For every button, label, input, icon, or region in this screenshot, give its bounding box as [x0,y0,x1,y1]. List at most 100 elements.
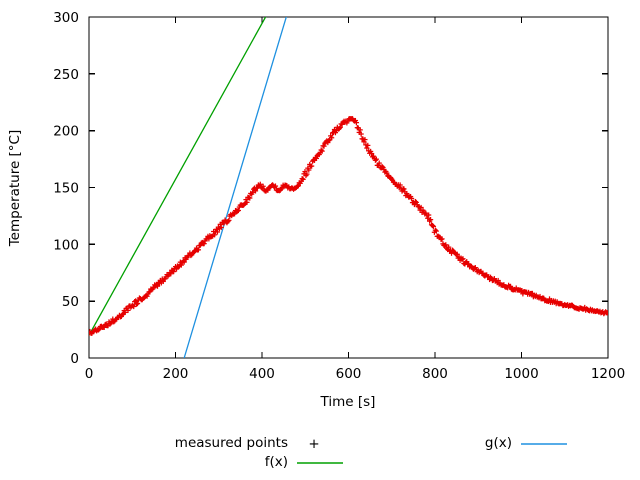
data-point-marker [260,183,266,189]
data-point-marker [358,131,364,137]
data-point-marker [507,283,514,289]
data-point-marker [188,252,194,259]
data-point-marker [131,303,137,310]
data-point-marker [247,195,253,201]
data-point-marker [95,327,102,333]
data-point-marker [257,181,263,187]
data-point-marker [353,120,359,126]
data-point-marker [178,262,184,268]
data-point-marker [426,212,432,218]
data-point-marker [211,232,218,238]
data-point-marker [408,195,415,202]
data-point-marker [214,229,221,235]
data-point-marker [122,309,128,316]
y-tick-label: 100 [53,237,79,253]
data-point-marker [368,150,375,157]
data-point-marker [372,157,379,163]
x-tick-label: 400 [249,366,275,382]
data-point-marker [384,170,390,176]
data-point-marker [379,163,385,170]
legend-label-measured-points: measured points [175,435,288,451]
data-point-marker [401,186,407,192]
data-point-marker [443,242,449,248]
chart-legend: measured points + f(x) g(x) [175,435,567,470]
data-point-marker [319,148,325,154]
y-tick-label: 250 [53,67,79,83]
data-point-marker [459,256,465,263]
data-point-marker [433,228,439,234]
data-point-marker [107,321,113,327]
data-point-marker [326,137,332,144]
data-point-marker [300,176,306,183]
data-point-marker [430,223,437,229]
data-point-marker [226,217,232,223]
data-point-marker [427,217,434,223]
series-f-curve [89,17,267,336]
data-point-marker [454,251,460,257]
data-point-marker [168,271,174,277]
data-point-marker [252,188,259,194]
y-axis-label: Temperature [°C] [7,130,23,248]
data-point-marker [446,244,452,250]
x-tick-label: 1000 [504,366,538,382]
data-point-marker [313,155,320,162]
series-g-curve [183,17,287,358]
data-point-marker [101,324,107,330]
data-point-marker [119,312,125,318]
data-point-marker [272,183,279,189]
data-point-marker [329,135,335,141]
legend-label-f: f(x) [265,454,288,470]
x-axis-label: Time [s] [320,394,376,410]
data-point-marker [181,259,187,265]
x-tick-labels: 0 200 400 600 800 1000 1200 [85,366,625,382]
data-point-marker [321,143,327,149]
data-point-marker [418,204,424,211]
data-point-marker [397,182,403,188]
x-tick-label: 1200 [591,366,625,382]
data-point-marker [337,124,343,131]
y-tick-labels: 0 50 100 150 200 250 300 [53,10,79,367]
data-point-marker [201,241,207,247]
x-tick-label: 200 [163,366,189,382]
y-tick-label: 0 [70,351,79,367]
data-point-marker [364,145,370,151]
legend-label-g: g(x) [485,435,512,451]
data-point-marker [373,156,379,162]
y-tick-label: 200 [53,124,79,140]
data-point-marker [250,189,256,195]
data-point-marker [604,310,608,316]
data-point-marker [235,207,241,214]
data-point-marker [412,198,418,205]
data-point-marker [231,211,238,217]
x-tick-label: 800 [422,366,448,382]
data-point-marker [442,242,448,249]
data-point-marker [413,199,419,205]
tick-marks [88,16,609,359]
data-point-marker [439,236,445,242]
data-point-marker [244,199,250,205]
data-point-marker [365,142,371,149]
data-point-marker [304,171,310,177]
data-point-marker [357,127,363,133]
data-point-marker [299,176,305,182]
x-tick-label: 0 [85,366,94,382]
data-point-marker [192,248,198,255]
legend-marker-measured-points: + [308,436,319,452]
data-point-marker [460,256,466,262]
data-point-marker [362,136,368,143]
data-point-marker [134,300,141,307]
data-point-marker [133,301,140,307]
x-tick-label: 600 [336,366,362,382]
data-point-marker [195,247,202,253]
y-tick-label: 300 [53,10,79,26]
data-point-marker [429,222,436,229]
data-point-marker [96,326,103,332]
y-tick-label: 50 [62,294,79,310]
series-measured-points [89,116,608,337]
data-point-marker [218,224,224,231]
data-point-marker [154,283,161,289]
data-point-marker [306,167,312,173]
